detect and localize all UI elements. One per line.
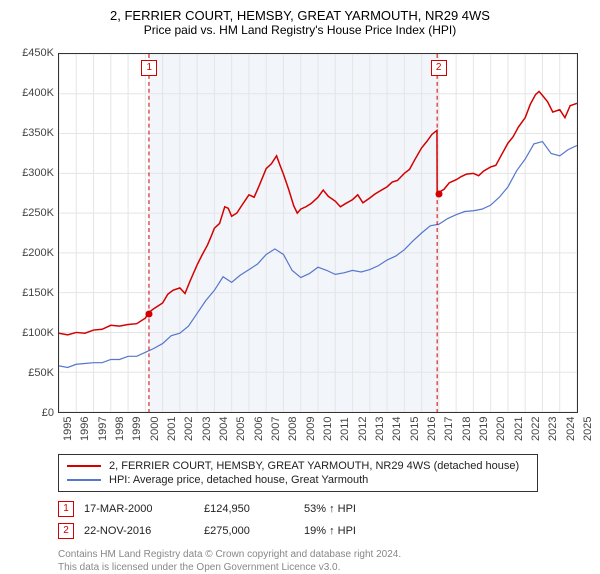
legend-swatch — [67, 465, 101, 467]
x-axis-label: 2023 — [547, 417, 559, 441]
legend-item: 2, FERRIER COURT, HEMSBY, GREAT YARMOUTH… — [67, 459, 529, 473]
y-axis-label: £200K — [22, 247, 54, 259]
y-axis-label: £100K — [22, 327, 54, 339]
x-axis-label: 2001 — [166, 417, 178, 441]
x-axis-label: 2018 — [461, 417, 473, 441]
x-axis-label: 2024 — [565, 417, 577, 441]
legend-label: HPI: Average price, detached house, Grea… — [109, 474, 368, 486]
y-axis-label: £300K — [22, 167, 54, 179]
sale-marker-box-2: 2 — [431, 60, 447, 76]
x-axis-label: 1998 — [114, 417, 126, 441]
y-axis-label: £50K — [28, 367, 54, 379]
sale-date: 22-NOV-2016 — [84, 525, 194, 537]
sale-price: £124,950 — [204, 503, 294, 515]
x-axis-label: 1996 — [79, 417, 91, 441]
x-axis-label: 1997 — [97, 417, 109, 441]
x-axis-label: 1995 — [62, 417, 74, 441]
sale-delta: 19% ↑ HPI — [304, 525, 394, 537]
sale-marker-point-1 — [146, 311, 153, 318]
x-axis-label: 2005 — [235, 417, 247, 441]
legend-label: 2, FERRIER COURT, HEMSBY, GREAT YARMOUTH… — [109, 460, 519, 472]
x-axis-label: 2014 — [391, 417, 403, 441]
sale-marker-point-2 — [435, 191, 442, 198]
sale-row: 2 22-NOV-2016 £275,000 19% ↑ HPI — [58, 520, 590, 542]
x-axis-label: 2000 — [149, 417, 161, 441]
sale-marker-box-1: 1 — [141, 60, 157, 76]
x-axis-label: 2020 — [495, 417, 507, 441]
x-axis-label: 2003 — [201, 417, 213, 441]
footer-line-1: Contains HM Land Registry data © Crown c… — [58, 548, 590, 561]
x-axis-label: 2013 — [374, 417, 386, 441]
x-axis-label: 2012 — [357, 417, 369, 441]
x-axis-label: 2011 — [339, 417, 351, 441]
sale-number-box: 2 — [58, 523, 74, 539]
x-axis-label: 2008 — [287, 417, 299, 441]
y-axis-label: £400K — [22, 87, 54, 99]
chart-area: 12 £0£50K£100K£150K£200K£250K£300K£350K£… — [10, 43, 590, 448]
page-title: 2, FERRIER COURT, HEMSBY, GREAT YARMOUTH… — [10, 8, 590, 23]
legend-swatch — [67, 479, 101, 481]
sale-number-box: 1 — [58, 501, 74, 517]
x-axis-label: 2009 — [305, 417, 317, 441]
y-axis-label: £250K — [22, 207, 54, 219]
x-axis-label: 2007 — [270, 417, 282, 441]
sale-price: £275,000 — [204, 525, 294, 537]
chart-lines — [59, 54, 577, 412]
x-axis-label: 2025 — [582, 417, 594, 441]
series-property — [59, 91, 577, 334]
legend: 2, FERRIER COURT, HEMSBY, GREAT YARMOUTH… — [58, 454, 538, 492]
legend-item: HPI: Average price, detached house, Grea… — [67, 473, 529, 487]
series-hpi — [59, 142, 577, 368]
sale-date: 17-MAR-2000 — [84, 503, 194, 515]
plot: 12 — [58, 53, 578, 413]
y-axis-label: £350K — [22, 127, 54, 139]
x-axis-label: 2022 — [530, 417, 542, 441]
x-axis-label: 2004 — [218, 417, 230, 441]
x-axis-label: 1999 — [131, 417, 143, 441]
x-axis-label: 2016 — [426, 417, 438, 441]
x-axis-label: 2002 — [183, 417, 195, 441]
y-axis-label: £150K — [22, 287, 54, 299]
x-axis-label: 2010 — [322, 417, 334, 441]
x-axis-label: 2006 — [253, 417, 265, 441]
y-axis-label: £450K — [22, 47, 54, 59]
x-axis-label: 2017 — [443, 417, 455, 441]
footer-attribution: Contains HM Land Registry data © Crown c… — [58, 548, 590, 574]
x-axis-label: 2021 — [513, 417, 525, 441]
x-axis-label: 2015 — [409, 417, 421, 441]
x-axis-label: 2019 — [478, 417, 490, 441]
page-subtitle: Price paid vs. HM Land Registry's House … — [10, 23, 590, 37]
sale-delta: 53% ↑ HPI — [304, 503, 394, 515]
footer-line-2: This data is licensed under the Open Gov… — [58, 561, 590, 574]
sales-table: 1 17-MAR-2000 £124,950 53% ↑ HPI 2 22-NOV-201… — [58, 498, 590, 542]
sale-row: 1 17-MAR-2000 £124,950 53% ↑ HPI — [58, 498, 590, 520]
y-axis-label: £0 — [42, 407, 54, 419]
